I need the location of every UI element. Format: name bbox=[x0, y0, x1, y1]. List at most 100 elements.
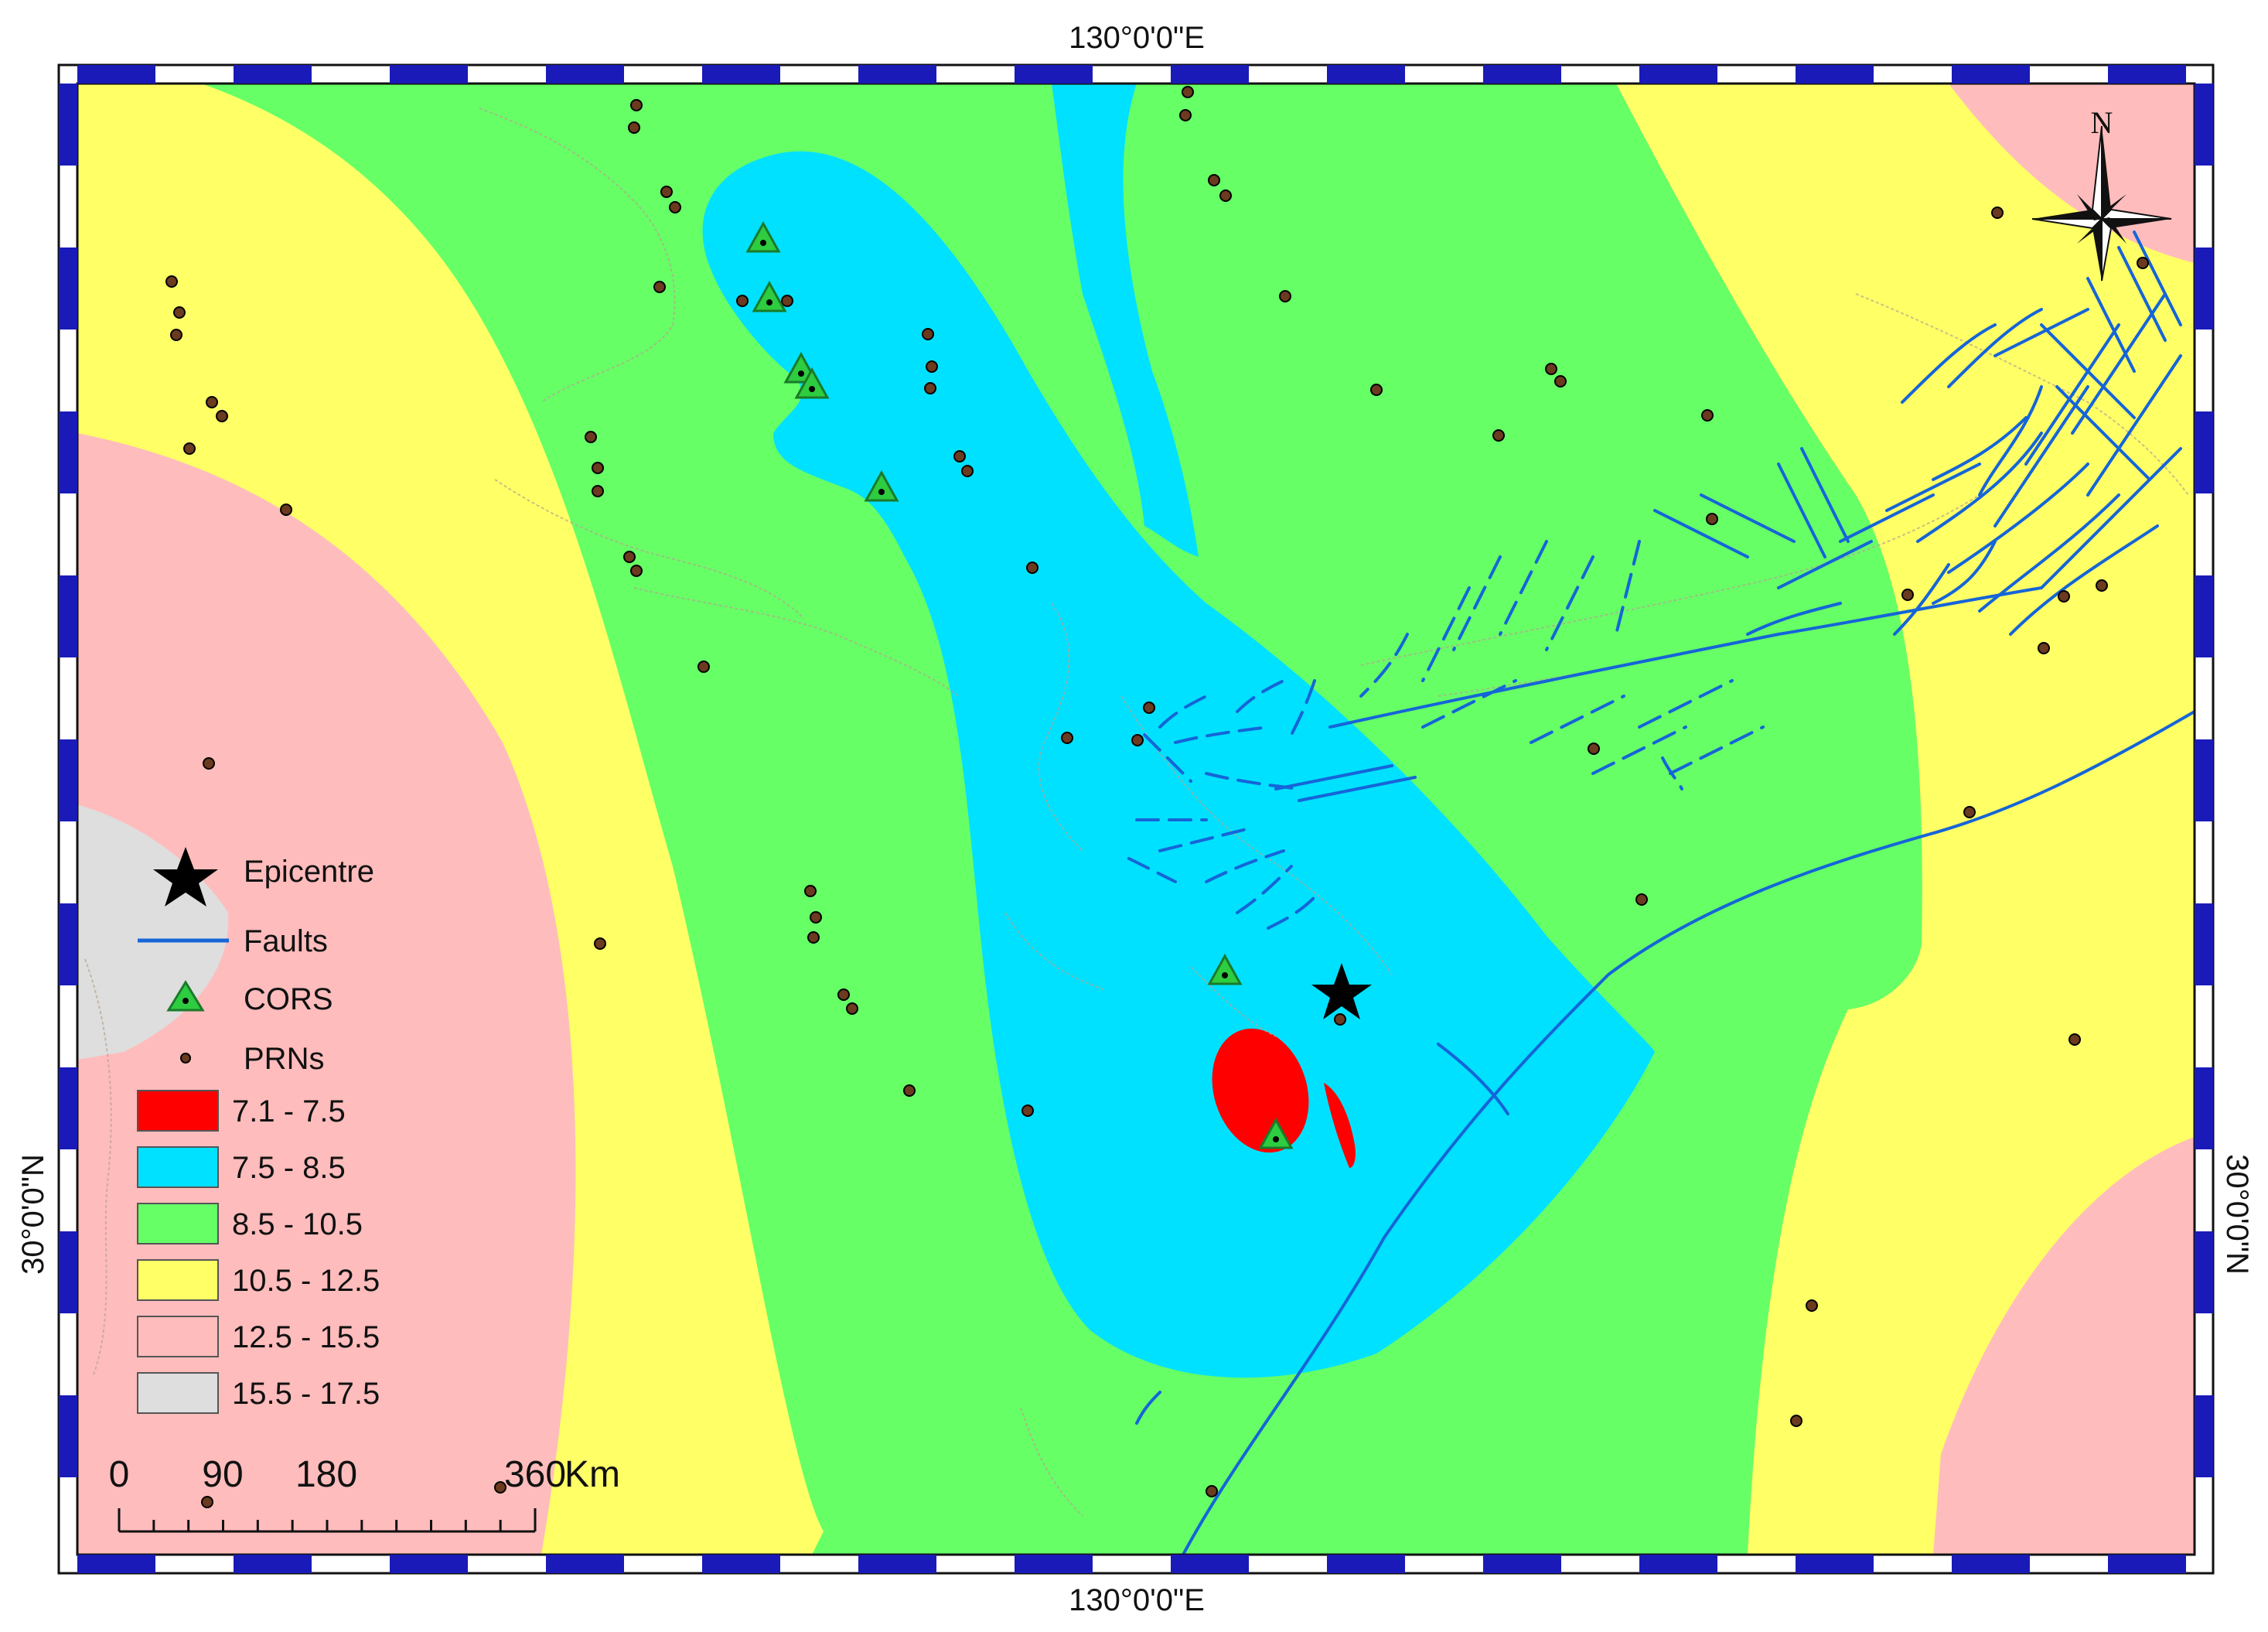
prn-dot-icon bbox=[1131, 734, 1144, 746]
prn-dot-icon bbox=[630, 99, 643, 111]
cors-stations bbox=[745, 220, 1294, 1149]
prn-dot-icon bbox=[173, 306, 186, 319]
scale-tick-180: 180 bbox=[295, 1454, 357, 1495]
legend-swatch bbox=[137, 1203, 219, 1244]
cors-triangle-icon bbox=[864, 469, 899, 502]
prn-dot-icon bbox=[1963, 806, 1976, 818]
prn-dot-icon bbox=[736, 295, 749, 307]
prn-dot-icon bbox=[1143, 702, 1155, 714]
cors-triangle-icon bbox=[1258, 1117, 1294, 1149]
scale-tick-90: 90 bbox=[202, 1454, 243, 1495]
prn-dot-icon bbox=[660, 186, 673, 198]
prn-dot-icon bbox=[201, 1496, 213, 1508]
scale-tick-0: 0 bbox=[109, 1454, 130, 1495]
prn-dot-icon bbox=[1370, 384, 1383, 396]
prn-dot-icon bbox=[1182, 86, 1194, 98]
legend-class-label: 7.5 - 8.5 bbox=[232, 1151, 346, 1185]
prn-dot-icon bbox=[2038, 642, 2050, 654]
legend-epicentre-star-icon bbox=[153, 847, 218, 906]
cors-triangle-icon bbox=[1207, 953, 1243, 985]
prn-dot-icon bbox=[922, 328, 934, 340]
prn-dot-icon bbox=[1179, 109, 1192, 121]
zone-12-5-15-5-southeast bbox=[1933, 1137, 2195, 1555]
prn-dot-icon bbox=[697, 661, 710, 673]
legend-class-label: 7.1 - 7.5 bbox=[232, 1094, 346, 1128]
graticule-right-label: 30°0'0"N bbox=[2220, 1154, 2254, 1275]
prn-dot-icon bbox=[592, 485, 604, 497]
prn-dot-icon bbox=[653, 281, 666, 293]
fault-line bbox=[1182, 710, 2195, 1555]
map-body bbox=[77, 84, 2195, 1555]
prn-dot-icon bbox=[1554, 375, 1567, 388]
cors-center-dot bbox=[760, 240, 766, 246]
prn-dot-icon bbox=[585, 431, 597, 443]
cors-triangle-icon bbox=[752, 280, 787, 312]
coastlines bbox=[84, 108, 2189, 1517]
prn-dot-icon bbox=[1706, 513, 1718, 525]
graticule-left-label: 30°0'0"N bbox=[16, 1154, 50, 1275]
prn-points bbox=[165, 86, 2149, 1508]
prn-dot-icon bbox=[1545, 363, 1557, 375]
prn-dot-icon bbox=[1635, 893, 1648, 906]
cors-center-dot bbox=[798, 370, 804, 377]
north-arrow-label: N bbox=[2091, 105, 2113, 140]
scale-tick-360: 360 bbox=[504, 1454, 566, 1495]
prn-dot-icon bbox=[804, 885, 817, 897]
scale-unit: Km bbox=[564, 1454, 620, 1495]
faults-network bbox=[1127, 230, 2195, 1555]
prn-dot-icon bbox=[810, 911, 822, 924]
prn-dot-icon bbox=[1206, 1485, 1218, 1497]
prn-dot-icon bbox=[206, 396, 218, 408]
zone-7-5-8-5 bbox=[1052, 84, 1199, 557]
prn-dot-icon bbox=[2068, 1033, 2081, 1046]
cors-center-dot bbox=[1222, 972, 1228, 978]
prn-dot-icon bbox=[1806, 1299, 1818, 1312]
legend-label-faults: Faults bbox=[244, 924, 328, 958]
prn-dot-icon bbox=[592, 462, 604, 474]
legend-prn-dot-icon bbox=[180, 1053, 191, 1064]
prn-dot-icon bbox=[1991, 207, 2004, 219]
graticule-bottom-label: 130°0'0"E bbox=[1069, 1583, 1205, 1617]
graticule-top-label: 130°0'0"E bbox=[1069, 21, 1205, 55]
cors-triangle-icon bbox=[745, 220, 781, 253]
prn-dot-icon bbox=[926, 360, 938, 373]
prn-dot-icon bbox=[846, 1002, 858, 1015]
legend-class-label: 8.5 - 10.5 bbox=[232, 1207, 363, 1241]
cors-center-dot bbox=[766, 299, 772, 306]
prn-dot-icon bbox=[1901, 589, 1914, 601]
prn-dot-icon bbox=[630, 565, 643, 577]
prn-dot-icon bbox=[1790, 1415, 1802, 1427]
zone-7-5-8-5-main bbox=[702, 151, 1655, 1378]
scale-bar: 0 90 180 360 Km bbox=[109, 1454, 620, 1533]
prn-dot-icon bbox=[216, 410, 228, 422]
legend-label-cors: CORS bbox=[244, 982, 333, 1016]
legend-cors-triangle-icon bbox=[166, 980, 205, 1012]
legend-class-label: 15.5 - 17.5 bbox=[232, 1377, 380, 1411]
legend-class-label: 12.5 - 15.5 bbox=[232, 1320, 380, 1354]
prn-dot-icon bbox=[1026, 562, 1039, 574]
prn-dot-icon bbox=[837, 988, 850, 1001]
prn-dot-icon bbox=[2058, 590, 2070, 603]
prn-dot-icon bbox=[1701, 409, 1714, 422]
epicentre-star-icon bbox=[1311, 963, 1372, 1019]
cors-triangle-icon bbox=[794, 367, 830, 399]
zone-7-1-7-5-east bbox=[1324, 1083, 1356, 1168]
prn-dot-icon bbox=[953, 450, 966, 463]
legend-swatch bbox=[137, 1316, 219, 1357]
legend-swatch bbox=[137, 1372, 219, 1414]
legend-swatch bbox=[137, 1146, 219, 1188]
prn-dot-icon bbox=[1208, 174, 1220, 186]
prn-dot-icon bbox=[2137, 257, 2149, 269]
prn-dot-icon bbox=[628, 121, 640, 134]
fault-line bbox=[1328, 586, 2043, 729]
prn-dot-icon bbox=[280, 504, 292, 516]
prn-dot-icon bbox=[1492, 429, 1505, 442]
legend-label-prns: PRNs bbox=[244, 1042, 324, 1076]
cors-center-dot bbox=[878, 489, 885, 495]
legend-swatch bbox=[137, 1090, 219, 1132]
prn-dot-icon bbox=[807, 931, 820, 944]
zone-7-1-7-5 bbox=[1212, 1028, 1309, 1153]
cors-center-dot bbox=[809, 386, 815, 392]
prn-dot-icon bbox=[1588, 743, 1600, 755]
